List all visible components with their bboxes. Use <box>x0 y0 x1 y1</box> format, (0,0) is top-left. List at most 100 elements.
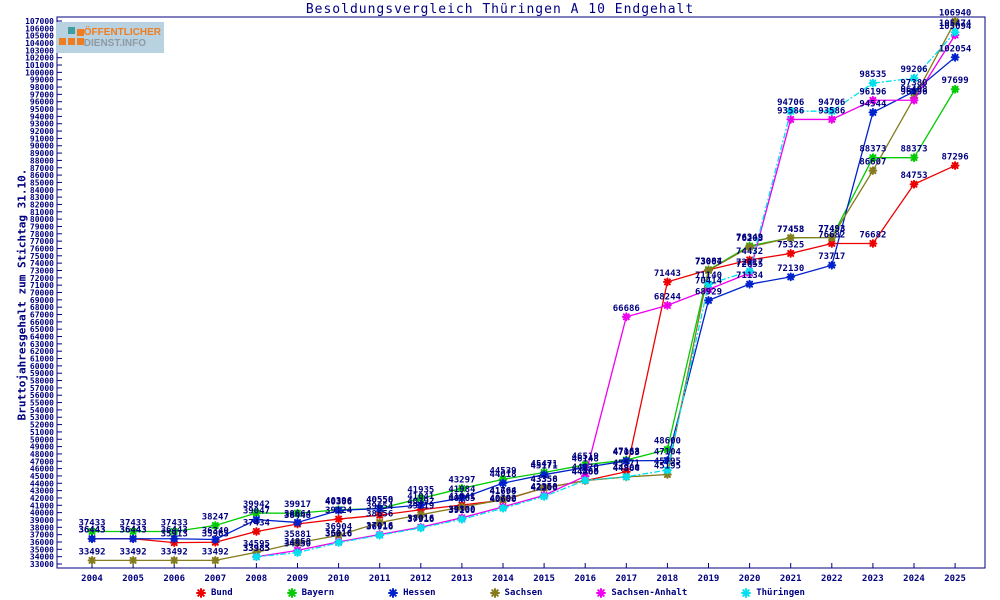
value-label-sachsen-anhalt: 70414 <box>695 276 723 286</box>
data-point-th-ringen <box>745 266 754 276</box>
y-tick-label: 38000 <box>30 523 54 532</box>
y-tick-label: 75000 <box>30 252 54 261</box>
logo-text: ÖFFENTLICHER DIENST.INFO <box>84 27 161 49</box>
y-tick-label: 33000 <box>30 560 54 569</box>
value-label-bund: 36443 <box>78 526 105 536</box>
data-point-sachsen <box>950 17 960 26</box>
value-label-bayern: 76349 <box>736 233 763 243</box>
y-tick-label: 61000 <box>30 355 54 364</box>
y-tick-label: 44000 <box>30 479 54 488</box>
y-tick-label: 67000 <box>30 311 54 320</box>
value-label-hessen: 72130 <box>777 264 804 274</box>
value-label-bayern: 44539 <box>489 466 516 476</box>
value-label-bund: 41041 <box>448 492 475 502</box>
y-tick-label: 92000 <box>30 127 54 136</box>
y-tick-label: 52000 <box>30 421 54 430</box>
logo-square <box>77 28 84 36</box>
y-tick-label: 101000 <box>25 61 54 70</box>
value-label-bund: 36443 <box>120 526 147 536</box>
value-label-bund: 40392 <box>407 497 434 507</box>
value-label-bund: 35913 <box>161 530 188 540</box>
data-point-sachsen <box>704 266 713 275</box>
data-point-th-ringen <box>950 27 960 37</box>
legend-marker-icon <box>388 587 399 598</box>
value-label-sachsen: 43356 <box>531 475 558 485</box>
logo-text-line2: DIENST.INFO <box>83 37 147 49</box>
y-tick-label: 56000 <box>30 391 54 400</box>
y-tick-label: 35000 <box>30 545 54 554</box>
y-tick-label: 94000 <box>30 112 54 121</box>
data-point-bund <box>621 467 631 477</box>
logo-text-line1: ÖFFENTLICHER <box>83 26 161 38</box>
data-point-sachsen <box>169 555 179 565</box>
data-point-bund <box>909 179 919 189</box>
data-point-hessen <box>704 295 713 305</box>
logo-square <box>68 37 75 45</box>
y-tick-label: 86000 <box>30 171 54 180</box>
data-point-th-ringen <box>580 475 590 485</box>
data-point-sachsen-anhalt <box>786 115 796 124</box>
y-tick-label: 84000 <box>30 186 54 195</box>
y-tick-label: 60000 <box>30 362 54 371</box>
y-tick-label: 107000 <box>25 17 54 26</box>
data-point-sachsen <box>293 538 302 548</box>
value-label-sachsen-anhalt: 37016 <box>366 522 393 532</box>
x-tick-label: 2009 <box>287 574 309 584</box>
y-tick-label: 106000 <box>25 24 54 33</box>
value-label-hessen: 36443 <box>78 526 105 536</box>
data-point-th-ringen <box>827 106 837 116</box>
value-label-hessen: 46148 <box>572 455 599 465</box>
data-point-sachsen <box>498 495 508 505</box>
y-tick-label: 99000 <box>30 76 54 85</box>
y-tick-label: 102000 <box>25 54 54 63</box>
value-label-th-ringen: 71140 <box>695 271 722 281</box>
y-tick-label: 48000 <box>30 450 54 459</box>
logo-square <box>59 37 66 45</box>
value-label-sachsen-anhalt: 93586 <box>777 106 804 116</box>
data-point-th-ringen <box>498 503 508 513</box>
y-tick-label: 100000 <box>25 68 54 77</box>
value-label-hessen: 47104 <box>654 448 682 458</box>
value-label-th-ringen: 37916 <box>407 515 434 525</box>
y-tick-label: 43000 <box>30 487 54 496</box>
value-label-hessen: 45171 <box>531 462 558 472</box>
x-tick-label: 2008 <box>246 574 268 584</box>
x-tick-label: 2025 <box>944 574 966 584</box>
y-tick-label: 41000 <box>30 501 54 510</box>
data-point-hessen <box>950 52 960 62</box>
legend-marker-icon <box>286 587 297 598</box>
y-tick-label: 68000 <box>30 303 54 312</box>
y-tick-label: 69000 <box>30 296 54 305</box>
data-point-sachsen <box>786 233 796 243</box>
data-point-sachsen <box>457 502 467 512</box>
value-label-bund: 37434 <box>243 518 271 528</box>
legend-item-label: Bund <box>211 587 233 598</box>
value-label-hessen: 73717 <box>818 252 845 262</box>
data-point-th-ringen <box>375 530 385 540</box>
data-point-hessen <box>745 279 754 289</box>
value-label-sachsen: 33492 <box>120 547 147 557</box>
value-label-th-ringen: 44900 <box>613 464 640 474</box>
y-tick-label: 71000 <box>30 281 54 290</box>
value-label-hessen: 39047 <box>243 507 270 517</box>
data-point-hessen <box>498 478 508 488</box>
value-label-bayern: 47168 <box>613 447 640 457</box>
x-tick-label: 2010 <box>328 574 350 584</box>
series-line-hessen <box>92 56 956 541</box>
legend-marker-icon <box>741 587 752 598</box>
y-tick-label: 79000 <box>30 222 54 231</box>
value-label-hessen: 94544 <box>859 99 887 109</box>
value-label-bund: 35963 <box>202 529 229 539</box>
data-point-sachsen <box>868 166 878 176</box>
value-label-bayern: 40396 <box>325 497 352 507</box>
data-point-th-ringen <box>704 279 713 289</box>
data-point-th-ringen <box>663 465 672 475</box>
data-point-bayern <box>87 527 97 536</box>
data-point-sachsen <box>745 242 754 252</box>
y-tick-label: 85000 <box>30 178 54 187</box>
data-point-sachsen <box>128 555 138 565</box>
data-point-hessen <box>252 515 261 525</box>
data-point-hessen <box>334 505 343 515</box>
value-label-sachsen: 34595 <box>243 539 270 549</box>
